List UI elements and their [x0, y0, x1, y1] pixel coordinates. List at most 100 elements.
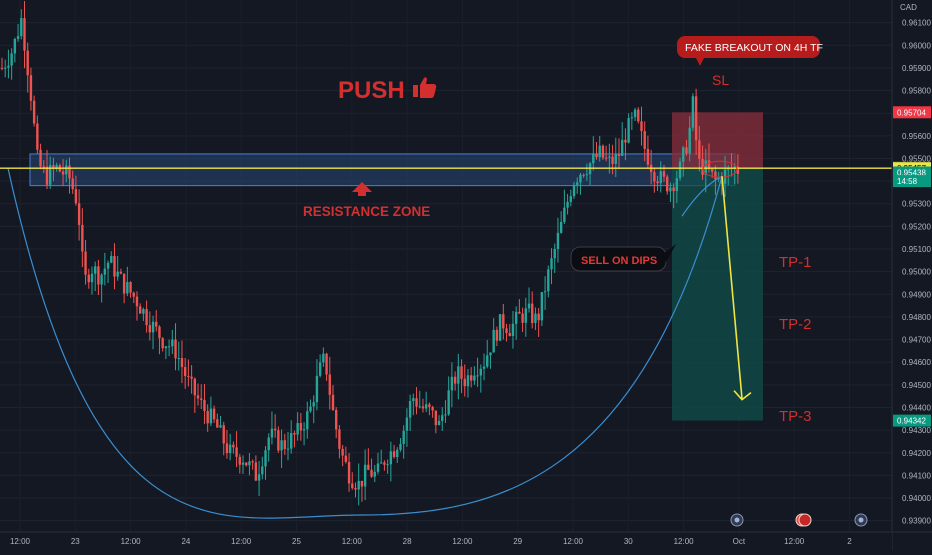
- candle-body: [97, 266, 100, 285]
- candle-body: [707, 160, 711, 170]
- candle-body: [296, 423, 299, 435]
- price-axis-ticks: 0.961000.960000.959000.958000.957000.956…: [902, 19, 931, 526]
- candle-body: [344, 455, 348, 462]
- price-tick-label: 0.94200: [902, 449, 931, 458]
- candle-body: [399, 443, 402, 450]
- candle-body: [363, 464, 367, 487]
- price-badge: [893, 106, 931, 119]
- candle-body: [553, 248, 556, 259]
- price-axis-panel: [892, 0, 932, 550]
- candle-body: [245, 462, 248, 466]
- candle-body: [514, 311, 518, 324]
- candle-body: [486, 355, 489, 367]
- candle-body: [196, 395, 200, 399]
- time-axis-panel: [0, 532, 892, 550]
- candle-body: [701, 158, 704, 175]
- candle-body: [576, 182, 579, 185]
- candle-body: [84, 251, 87, 275]
- candle-body: [293, 433, 296, 435]
- currency-label: CAD: [900, 3, 917, 12]
- candle-body: [466, 375, 470, 387]
- candle-body: [434, 410, 438, 426]
- candle-body: [392, 451, 396, 458]
- candle-body: [502, 314, 505, 329]
- candle-body: [306, 411, 309, 430]
- price-tick-label: 0.94900: [902, 290, 931, 299]
- candle-body: [90, 273, 94, 283]
- resistance-zone: [29, 153, 736, 187]
- candle-body: [566, 201, 569, 208]
- candle-body: [187, 376, 190, 378]
- candle-body: [203, 399, 206, 412]
- candle-body: [238, 456, 242, 465]
- candle-body: [248, 461, 251, 466]
- price-tick-label: 0.95000: [902, 268, 931, 277]
- candle-body: [129, 282, 132, 293]
- candle-body: [614, 154, 617, 164]
- candle-body: [431, 406, 434, 411]
- candle-body: [531, 303, 534, 324]
- candle-body: [219, 425, 222, 428]
- overlays-layer: [0, 160, 892, 519]
- candle-body: [309, 406, 312, 412]
- candle-body: [126, 282, 129, 294]
- candle-body: [77, 203, 81, 225]
- candle-body: [347, 461, 351, 484]
- candle-body: [688, 127, 691, 154]
- candle-body: [148, 325, 152, 333]
- event-icon-1[interactable]: [730, 513, 744, 527]
- candle-body: [270, 428, 274, 438]
- take-profit-box: [672, 168, 763, 421]
- candle-body: [569, 196, 572, 202]
- price-tick-label: 0.94600: [902, 358, 931, 367]
- candle-body: [20, 18, 23, 37]
- price-tick-label: 0.95100: [902, 245, 931, 254]
- time-tick-label: 23: [71, 537, 80, 546]
- candle-body: [637, 109, 640, 122]
- time-tick-label: 12:00: [121, 537, 142, 546]
- candle-body: [482, 366, 486, 369]
- candle-body: [710, 169, 714, 172]
- candle-body: [351, 483, 354, 488]
- candle-body: [585, 174, 589, 176]
- candle-body: [164, 346, 168, 349]
- price-tick-label: 0.95900: [902, 64, 931, 73]
- candle-body: [45, 166, 49, 185]
- candle-body: [714, 171, 717, 180]
- event-icon-3[interactable]: [854, 513, 868, 527]
- candle-body: [370, 469, 373, 477]
- candle-body: [473, 375, 476, 381]
- price-badge-label: 0.94342: [897, 417, 926, 426]
- candle-body: [135, 296, 139, 307]
- price-badge-label: 14:58: [897, 177, 918, 186]
- price-tick-label: 0.94800: [902, 313, 931, 322]
- candle-body: [376, 463, 380, 472]
- candle-body: [518, 311, 521, 314]
- candle-body: [662, 171, 666, 177]
- candle-body: [23, 18, 26, 51]
- fake-breakout-label: FAKE BREAKOUT ON 4H TF: [685, 42, 823, 54]
- candle-body: [691, 96, 695, 128]
- candle-body: [138, 306, 142, 314]
- candle-body: [315, 375, 319, 403]
- candle-body: [254, 462, 258, 481]
- candle-body: [675, 178, 679, 192]
- candle-body: [386, 464, 389, 466]
- candle-body: [633, 109, 637, 118]
- candle-body: [559, 221, 563, 233]
- stop-loss-box: [672, 112, 763, 169]
- candle-body: [617, 154, 621, 156]
- candle-body: [540, 292, 544, 321]
- push-label: PUSH: [338, 77, 405, 104]
- price-tick-label: 0.95200: [902, 222, 931, 231]
- event-icon-2[interactable]: [795, 513, 812, 527]
- candle-body: [71, 178, 74, 190]
- candle-body: [563, 207, 566, 222]
- time-tick-label: Oct: [733, 537, 746, 546]
- candle-body: [93, 266, 97, 274]
- candle-body: [492, 329, 495, 353]
- time-tick-label: 12:00: [10, 537, 31, 546]
- candle-body: [81, 224, 84, 252]
